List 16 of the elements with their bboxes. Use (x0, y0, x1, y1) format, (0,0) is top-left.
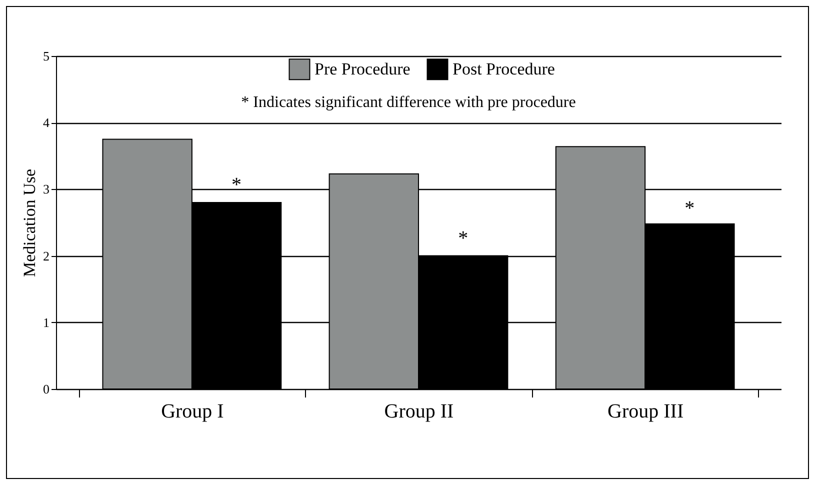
x-tick-label: Group II (384, 400, 454, 422)
annotation: * (458, 227, 468, 250)
annotation: * (684, 198, 695, 220)
y-tick-label: 0 (43, 382, 50, 396)
y-axis-title: Medication Use (20, 168, 39, 278)
y-tick-label: 3 (43, 182, 50, 197)
y-tick-label: 2 (43, 248, 50, 264)
legend-label: Post Procedure (452, 59, 555, 78)
y-tick-label: 4 (43, 115, 50, 130)
y-tick-label: 5 (43, 48, 50, 64)
annotation: * (232, 174, 242, 196)
annotation: * Indicates significant difference with pre procedure (241, 94, 576, 111)
y-tick-label: 1 (43, 314, 50, 330)
legend-label: Pre Procedure (314, 59, 410, 78)
x-tick-label: Group III (608, 400, 684, 422)
x-tick-label: Group I (161, 400, 224, 422)
